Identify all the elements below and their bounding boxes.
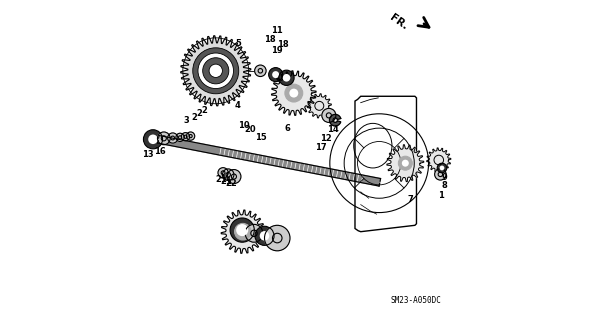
Text: 2: 2 — [196, 109, 202, 118]
Text: 14: 14 — [327, 124, 339, 133]
Text: 16: 16 — [154, 147, 166, 156]
Circle shape — [255, 65, 266, 76]
Circle shape — [402, 160, 409, 167]
Circle shape — [255, 226, 274, 245]
Circle shape — [272, 71, 279, 78]
Text: 10: 10 — [238, 121, 249, 130]
Circle shape — [239, 228, 247, 236]
Circle shape — [203, 58, 229, 84]
Circle shape — [143, 130, 163, 149]
Polygon shape — [271, 71, 316, 116]
Text: 15: 15 — [255, 132, 267, 141]
Circle shape — [230, 218, 254, 242]
Circle shape — [235, 223, 251, 240]
Circle shape — [187, 132, 195, 140]
Polygon shape — [387, 145, 424, 182]
Circle shape — [218, 168, 228, 178]
Text: 8: 8 — [441, 181, 447, 190]
Text: 18: 18 — [264, 35, 276, 44]
Circle shape — [285, 84, 303, 102]
Circle shape — [440, 165, 444, 170]
Text: 1: 1 — [438, 191, 444, 200]
Text: 6: 6 — [285, 124, 290, 133]
Text: 21: 21 — [215, 175, 227, 184]
Circle shape — [168, 133, 178, 143]
Polygon shape — [426, 148, 451, 172]
Polygon shape — [307, 94, 331, 118]
Polygon shape — [330, 115, 341, 126]
Circle shape — [236, 224, 248, 236]
Circle shape — [148, 134, 158, 144]
Circle shape — [435, 169, 446, 180]
Circle shape — [245, 224, 263, 242]
Circle shape — [157, 132, 170, 145]
Circle shape — [264, 225, 290, 251]
Circle shape — [399, 156, 412, 170]
Text: 2: 2 — [191, 113, 197, 122]
Circle shape — [209, 64, 222, 77]
Text: 7: 7 — [407, 195, 413, 204]
Text: 13: 13 — [143, 150, 154, 159]
Circle shape — [437, 163, 447, 173]
Text: 19: 19 — [271, 45, 283, 55]
Text: 9: 9 — [442, 173, 448, 182]
Circle shape — [181, 132, 189, 141]
Text: 20: 20 — [244, 125, 256, 134]
Circle shape — [322, 108, 336, 123]
Circle shape — [222, 169, 234, 180]
Text: 5: 5 — [235, 39, 241, 48]
Text: 2: 2 — [202, 106, 207, 115]
Circle shape — [176, 133, 184, 141]
Text: 12: 12 — [320, 134, 331, 143]
Text: 22: 22 — [226, 180, 238, 188]
Text: 17: 17 — [315, 143, 327, 152]
Circle shape — [260, 231, 269, 241]
Circle shape — [268, 68, 283, 82]
Circle shape — [283, 74, 290, 82]
Polygon shape — [181, 36, 251, 106]
Circle shape — [227, 170, 241, 184]
Text: 18: 18 — [277, 40, 289, 49]
Polygon shape — [157, 136, 381, 186]
Circle shape — [198, 53, 233, 89]
Polygon shape — [221, 210, 264, 253]
Text: SM23-A050DC: SM23-A050DC — [391, 296, 442, 305]
Text: 4: 4 — [234, 101, 240, 110]
Circle shape — [289, 89, 298, 98]
Circle shape — [279, 70, 294, 85]
Circle shape — [193, 48, 239, 94]
Text: 11: 11 — [271, 27, 283, 36]
Text: 3: 3 — [183, 116, 189, 125]
Text: FR.: FR. — [388, 13, 409, 32]
Text: 21: 21 — [220, 177, 232, 186]
